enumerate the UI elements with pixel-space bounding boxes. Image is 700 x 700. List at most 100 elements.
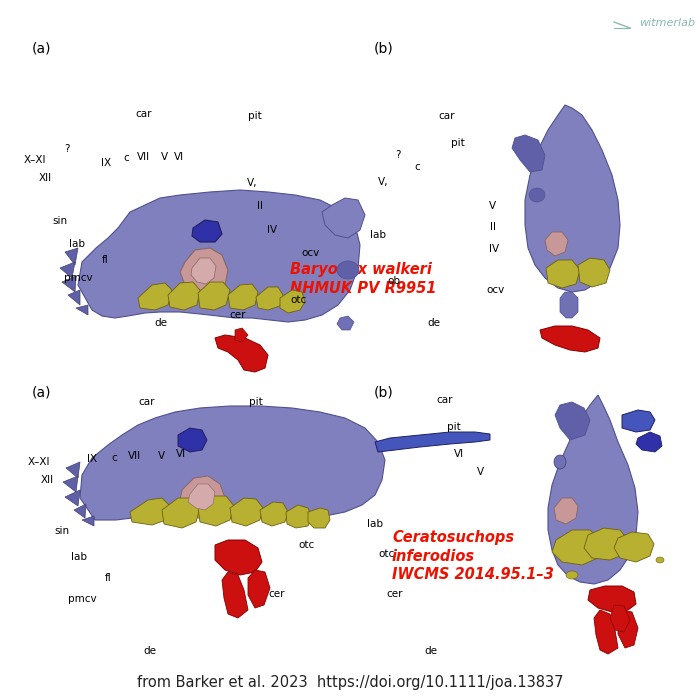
Ellipse shape: [554, 455, 566, 469]
Polygon shape: [191, 258, 216, 284]
Text: IX: IX: [102, 158, 111, 168]
Polygon shape: [180, 248, 228, 298]
Text: de: de: [425, 646, 438, 656]
Text: ocv: ocv: [486, 285, 505, 295]
Polygon shape: [235, 328, 248, 342]
Text: X–XI: X–XI: [27, 457, 50, 467]
Ellipse shape: [337, 261, 359, 279]
Text: (a): (a): [32, 42, 52, 56]
Polygon shape: [546, 260, 580, 288]
Polygon shape: [545, 232, 568, 256]
Ellipse shape: [566, 571, 578, 579]
Ellipse shape: [529, 188, 545, 202]
Polygon shape: [286, 505, 312, 528]
Text: Ceratosuchops
inferodios
IWCMS 2014.95.1–3: Ceratosuchops inferodios IWCMS 2014.95.1…: [392, 530, 554, 582]
Text: fl: fl: [105, 573, 112, 583]
Text: V: V: [158, 451, 164, 461]
Polygon shape: [74, 504, 86, 518]
Text: II: II: [490, 223, 496, 232]
Text: II: II: [258, 201, 263, 211]
Polygon shape: [594, 610, 618, 654]
Polygon shape: [138, 283, 172, 310]
Polygon shape: [554, 498, 578, 524]
Polygon shape: [192, 220, 222, 242]
Text: otc: otc: [290, 295, 307, 304]
Polygon shape: [68, 290, 80, 305]
Text: cer: cer: [230, 310, 246, 320]
Polygon shape: [76, 305, 88, 315]
Polygon shape: [636, 432, 662, 452]
Polygon shape: [618, 610, 638, 648]
Text: Baryonyx walkeri
NHMUK PV R9951: Baryonyx walkeri NHMUK PV R9951: [290, 262, 436, 295]
Ellipse shape: [656, 557, 664, 563]
Polygon shape: [280, 290, 305, 313]
Polygon shape: [66, 462, 80, 478]
Polygon shape: [337, 316, 354, 330]
Text: pit: pit: [249, 397, 263, 407]
Text: ?: ?: [64, 144, 69, 154]
Text: de: de: [428, 318, 440, 328]
Text: VI: VI: [174, 152, 183, 162]
Polygon shape: [78, 190, 360, 322]
Text: (b): (b): [374, 42, 393, 56]
Polygon shape: [198, 282, 230, 310]
Text: car: car: [139, 397, 155, 407]
Polygon shape: [260, 502, 288, 526]
Polygon shape: [60, 262, 75, 278]
Text: V,: V,: [378, 177, 389, 187]
Text: V: V: [161, 152, 168, 162]
Text: IX: IX: [88, 454, 97, 464]
Polygon shape: [375, 432, 490, 452]
Text: ob: ob: [387, 276, 400, 286]
Polygon shape: [230, 498, 263, 526]
Text: pmcv: pmcv: [69, 594, 97, 604]
Text: V,: V,: [246, 178, 258, 188]
Polygon shape: [622, 410, 655, 432]
Polygon shape: [215, 540, 262, 575]
Text: pit: pit: [451, 138, 465, 148]
Text: V: V: [477, 467, 484, 477]
Polygon shape: [130, 498, 170, 525]
Polygon shape: [188, 484, 215, 510]
Polygon shape: [62, 276, 76, 292]
Polygon shape: [548, 395, 638, 584]
Text: IV: IV: [267, 225, 276, 235]
Polygon shape: [228, 284, 258, 310]
Text: car: car: [436, 395, 453, 405]
Polygon shape: [168, 282, 200, 310]
Text: (a): (a): [32, 385, 52, 399]
Polygon shape: [560, 292, 578, 318]
Polygon shape: [614, 532, 654, 562]
Polygon shape: [178, 428, 207, 452]
Text: from Barker et al. 2023  https://doi.org/10.1111/joa.13837: from Barker et al. 2023 https://doi.org/…: [136, 675, 564, 690]
Polygon shape: [248, 570, 270, 608]
Text: pit: pit: [447, 422, 461, 432]
Polygon shape: [540, 326, 600, 352]
Text: de: de: [155, 318, 167, 328]
Polygon shape: [65, 248, 78, 265]
Text: pit: pit: [248, 111, 262, 121]
Text: ?: ?: [395, 150, 400, 160]
Text: VI: VI: [176, 449, 186, 459]
Text: IV: IV: [489, 244, 499, 254]
Text: c: c: [123, 153, 129, 163]
Text: c: c: [111, 453, 117, 463]
Polygon shape: [198, 496, 234, 526]
Text: XII: XII: [41, 475, 53, 485]
Polygon shape: [180, 476, 225, 518]
Text: (b): (b): [374, 385, 393, 399]
Text: XII: XII: [39, 173, 52, 183]
Text: VI: VI: [454, 449, 463, 458]
Polygon shape: [308, 508, 330, 528]
Polygon shape: [578, 258, 610, 287]
Text: lab: lab: [71, 552, 87, 561]
Text: sin: sin: [54, 526, 69, 536]
Text: cer: cer: [386, 589, 403, 598]
Text: c: c: [414, 162, 420, 172]
Polygon shape: [82, 516, 94, 526]
Polygon shape: [322, 198, 365, 238]
Text: fl: fl: [102, 256, 108, 265]
Text: ocv: ocv: [302, 248, 320, 258]
Polygon shape: [65, 490, 80, 506]
Polygon shape: [162, 498, 200, 528]
